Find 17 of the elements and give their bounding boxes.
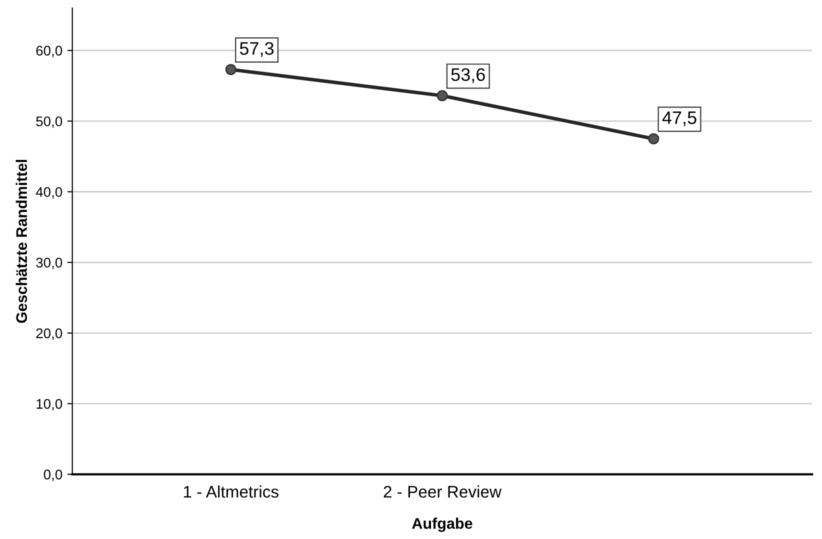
y-tick-label: 30,0 bbox=[36, 258, 62, 270]
data-label: 47,5 bbox=[662, 111, 696, 126]
x-tick-label: 1 - Altmetrics bbox=[184, 485, 278, 498]
x-axis-title: Aufgabe bbox=[412, 518, 472, 532]
y-tick-label: 40,0 bbox=[36, 187, 62, 199]
point bbox=[648, 133, 660, 144]
y-tick-label: 10,0 bbox=[36, 399, 62, 410]
y-tick-label: 60,0 bbox=[36, 46, 62, 58]
y-axis-title: Geschätzte Randmittel bbox=[16, 160, 28, 323]
point bbox=[436, 90, 448, 102]
data-label: 57,3 bbox=[240, 42, 274, 57]
point bbox=[225, 64, 236, 76]
x-tick-label: 2 - Peer Review bbox=[384, 485, 502, 498]
y-tick-label: 0,0 bbox=[44, 470, 62, 482]
data-label: 53,6 bbox=[451, 68, 485, 84]
y-tick-label: 50,0 bbox=[36, 116, 62, 128]
y-tick-label: 20,0 bbox=[36, 328, 62, 340]
